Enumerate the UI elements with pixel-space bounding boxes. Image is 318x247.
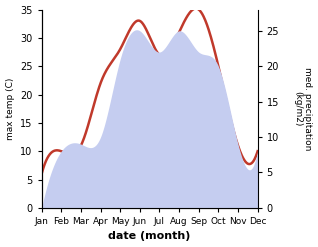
X-axis label: date (month): date (month) <box>108 231 191 242</box>
Y-axis label: max temp (C): max temp (C) <box>5 78 15 140</box>
Y-axis label: med. precipitation
(kg/m2): med. precipitation (kg/m2) <box>293 67 313 150</box>
